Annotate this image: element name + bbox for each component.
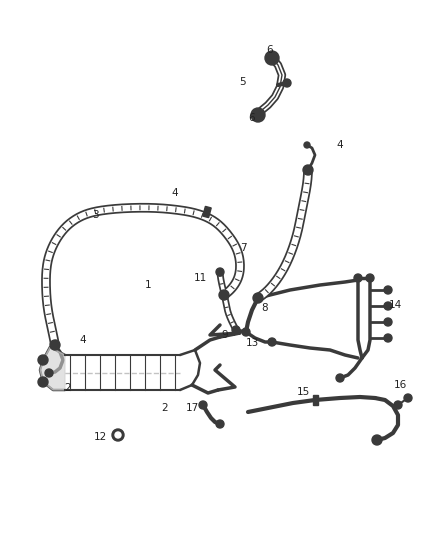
Bar xyxy=(203,206,211,217)
Text: 3: 3 xyxy=(92,210,98,220)
Text: 4: 4 xyxy=(337,140,343,150)
Circle shape xyxy=(216,268,224,276)
Circle shape xyxy=(199,401,207,409)
Circle shape xyxy=(384,318,392,326)
Circle shape xyxy=(304,142,310,148)
Text: 4: 4 xyxy=(172,188,178,198)
Circle shape xyxy=(232,326,240,334)
Text: 2: 2 xyxy=(65,383,71,393)
Circle shape xyxy=(38,355,48,365)
Circle shape xyxy=(45,369,53,377)
Circle shape xyxy=(242,328,250,336)
Circle shape xyxy=(354,274,362,282)
Text: 2: 2 xyxy=(162,403,168,413)
Text: 12: 12 xyxy=(93,432,106,442)
Text: 14: 14 xyxy=(389,300,402,310)
Circle shape xyxy=(50,340,60,350)
Circle shape xyxy=(384,334,392,342)
Circle shape xyxy=(366,274,374,282)
Circle shape xyxy=(384,286,392,294)
Circle shape xyxy=(336,374,344,382)
Circle shape xyxy=(372,435,382,445)
Circle shape xyxy=(265,51,279,65)
Text: 13: 13 xyxy=(245,338,258,348)
Bar xyxy=(312,395,318,405)
Circle shape xyxy=(219,290,229,300)
Text: 17: 17 xyxy=(185,403,198,413)
Text: 11: 11 xyxy=(193,273,207,283)
Circle shape xyxy=(384,302,392,310)
Circle shape xyxy=(404,394,412,402)
Circle shape xyxy=(216,420,224,428)
Text: 8: 8 xyxy=(261,303,268,313)
Text: 7: 7 xyxy=(240,243,246,253)
Text: 15: 15 xyxy=(297,387,310,397)
Circle shape xyxy=(394,401,402,409)
Text: 9: 9 xyxy=(222,330,228,340)
Text: 1: 1 xyxy=(145,280,151,290)
Text: 16: 16 xyxy=(393,380,406,390)
Circle shape xyxy=(303,165,313,175)
Text: 4: 4 xyxy=(80,335,86,345)
Circle shape xyxy=(268,338,276,346)
Circle shape xyxy=(251,108,265,122)
Polygon shape xyxy=(40,347,65,390)
Circle shape xyxy=(283,79,291,87)
Text: 6: 6 xyxy=(249,113,255,123)
Text: 6: 6 xyxy=(267,45,273,55)
Circle shape xyxy=(38,377,48,387)
Circle shape xyxy=(253,293,263,303)
Circle shape xyxy=(115,432,121,438)
Text: 5: 5 xyxy=(239,77,245,87)
Circle shape xyxy=(112,429,124,441)
